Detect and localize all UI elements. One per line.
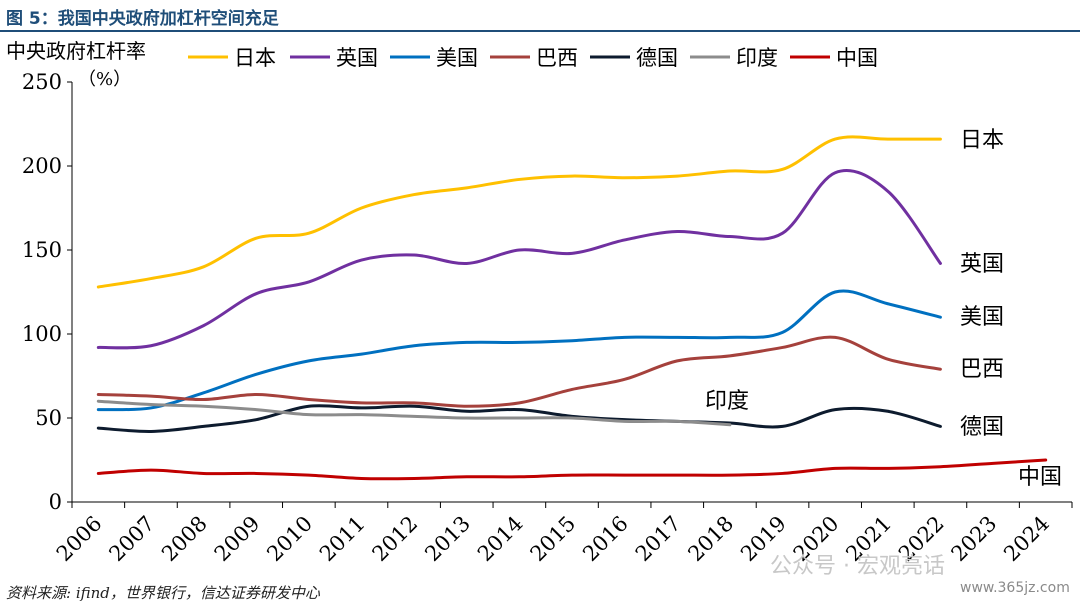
series-end-label: 巴西 <box>960 357 1004 382</box>
figure-title: 图 5：我国中央政府加杠杆空间充足 <box>6 9 279 29</box>
y-tick-label: 0 <box>49 490 62 514</box>
legend-label: 中国 <box>836 46 878 70</box>
series-line-英国 <box>96 169 942 350</box>
x-tick-label: 2007 <box>104 511 159 566</box>
legend-label: 美国 <box>436 46 478 70</box>
legend-label: 英国 <box>336 46 378 70</box>
series-end-label: 日本 <box>960 128 1004 153</box>
axes-group: 0501001502002502006200720082009201020112… <box>6 39 1073 566</box>
series-lines <box>96 135 1048 481</box>
title-divider <box>0 30 1080 32</box>
series-line-巴西 <box>96 335 942 408</box>
source-note: 资料来源: ifind，世界银行，信达证券研发中心 <box>6 584 320 602</box>
y-tick-label: 150 <box>22 238 62 262</box>
x-tick-label: 2008 <box>157 511 212 566</box>
series-end-label: 中国 <box>1018 465 1062 490</box>
series-line-日本 <box>96 135 942 289</box>
x-tick-label: 2014 <box>473 511 528 566</box>
y-axis-title: 中央政府杠杆率 <box>6 39 146 63</box>
legend-label: 巴西 <box>536 46 578 70</box>
x-tick-label: 2012 <box>368 511 423 566</box>
x-tick-label: 2023 <box>947 511 1002 566</box>
x-tick-label: 2011 <box>315 511 370 566</box>
series-end-label: 美国 <box>960 305 1004 330</box>
series-line-印度 <box>96 399 732 427</box>
legend-label: 日本 <box>234 46 276 70</box>
series-line-美国 <box>96 289 942 412</box>
site-watermark: www.365jz.com <box>960 580 1070 596</box>
series-end-label: 印度 <box>705 389 749 414</box>
legend: 日本 英国 美国 巴西 德国 印度 中国 <box>188 46 878 70</box>
y-axis-unit: （%） <box>78 69 131 90</box>
series-end-label: 英国 <box>960 252 1004 277</box>
y-tick-label: 250 <box>22 70 62 94</box>
series-end-label: 德国 <box>960 415 1004 440</box>
legend-label: 印度 <box>736 46 778 70</box>
legend-label: 德国 <box>636 46 678 70</box>
x-tick-label: 2010 <box>262 511 317 566</box>
y-tick-label: 100 <box>22 322 62 346</box>
y-tick-label: 200 <box>22 154 62 178</box>
x-tick-label: 2006 <box>52 511 107 566</box>
x-tick-label: 2016 <box>578 511 633 566</box>
y-tick-label: 50 <box>35 406 62 430</box>
x-tick-label: 2009 <box>210 511 265 566</box>
series-line-中国 <box>96 458 1048 481</box>
watermark: 公众号 · 宏观亮话 <box>770 554 945 579</box>
x-tick-label: 2015 <box>526 511 581 566</box>
x-tick-label: 2024 <box>999 511 1054 566</box>
x-tick-label: 2018 <box>683 511 738 566</box>
x-tick-label: 2017 <box>631 511 686 566</box>
x-tick-label: 2013 <box>420 511 475 566</box>
